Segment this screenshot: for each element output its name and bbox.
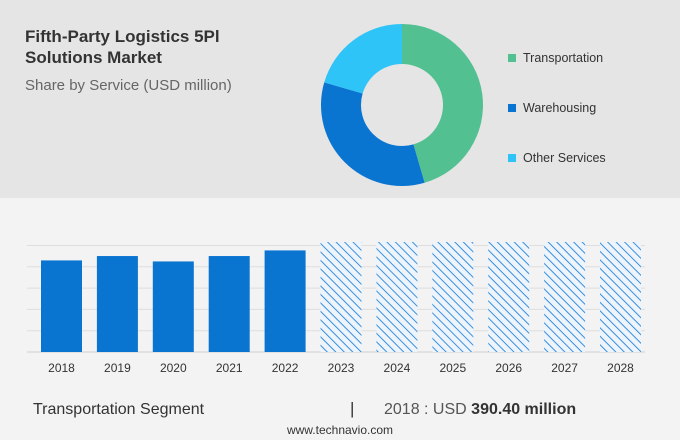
legend-swatch [508,54,516,62]
x-tick-label: 2026 [495,361,522,375]
legend-item-transportation: Transportation [508,51,603,65]
bar-2022 [264,250,306,352]
x-tick-label: 2021 [216,361,243,375]
legend-swatch [508,154,516,162]
bar-forecast-2026 [488,242,530,352]
bar-forecast-2027 [544,242,586,352]
x-tick-label: 2019 [104,361,131,375]
source-url: www.technavio.com [286,423,394,437]
x-tick-label: 2025 [439,361,466,375]
segment-value: 2018 : USD 390.40 million [384,401,576,419]
donut-slice-warehousing [321,82,425,186]
bar-forecast-2024 [376,242,418,352]
bar-forecast-2028 [600,242,641,352]
x-tick-label: 2027 [551,361,578,375]
x-tick-label: 2024 [384,361,411,375]
x-tick-label: 2023 [328,361,355,375]
x-tick-label: 2028 [607,361,634,375]
legend-item-warehousing: Warehousing [508,101,596,115]
x-tick-label: 2018 [48,361,75,375]
donut-slice-other-services [324,24,402,94]
year-label: 2018 : USD [384,401,467,418]
bar-2019 [96,256,138,352]
bar-2021 [208,256,250,352]
donut-slice-transportation [402,24,483,183]
bar-forecast-2025 [432,242,474,352]
legend-swatch [508,104,516,112]
legend-label: Other Services [523,151,606,165]
legend-item-other-services: Other Services [508,151,606,165]
bar-2018 [41,260,82,352]
bar-forecast-2023 [320,242,362,352]
chart-subtitle: Share by Service (USD million) [25,77,232,94]
x-tick-label: 2022 [272,361,299,375]
bar-2020 [152,261,194,352]
value-text: 390.40 million [471,401,577,418]
chart-title: Fifth-Party Logistics 5Pl Solutions Mark… [25,27,220,67]
footer-separator: | [350,399,355,418]
segment-label: Transportation Segment [33,401,205,418]
x-tick-label: 2020 [160,361,187,375]
legend-label: Warehousing [523,101,597,115]
legend-label: Transportation [523,51,604,65]
